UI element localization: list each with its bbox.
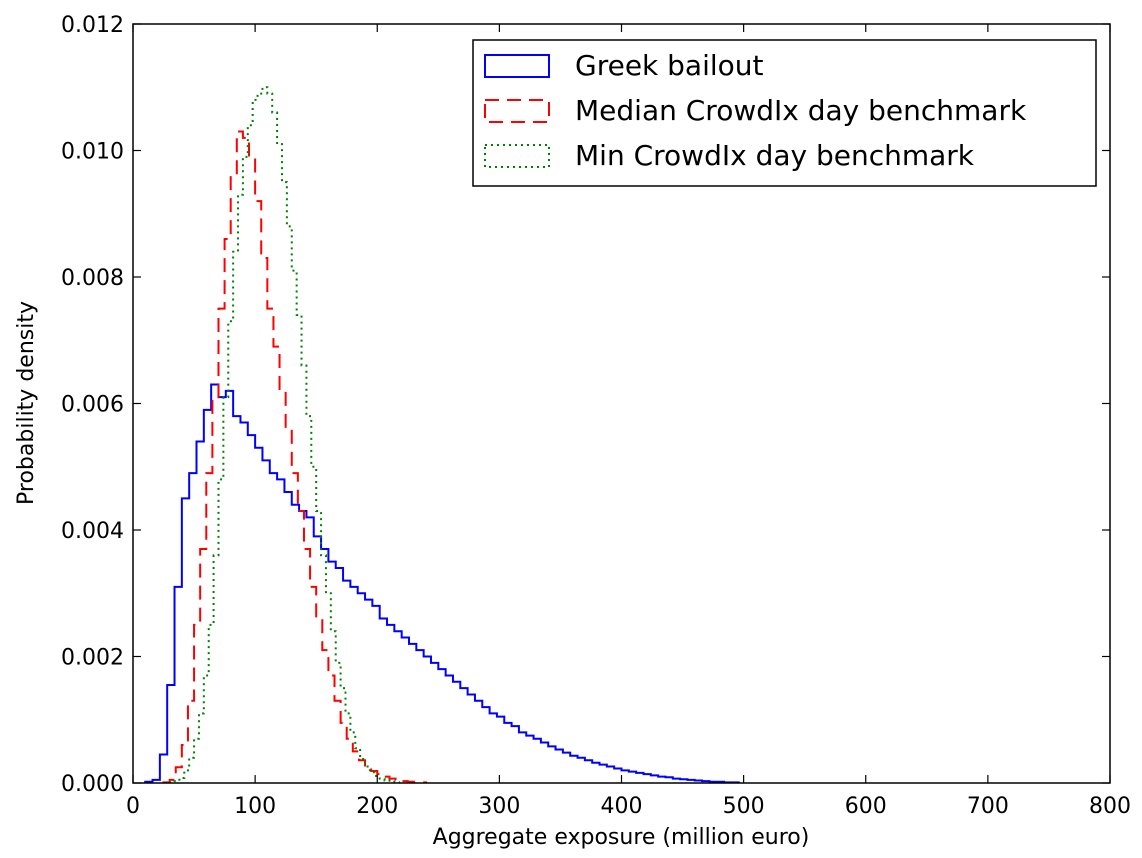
legend-box bbox=[472, 39, 1097, 187]
x-tick-label: 300 bbox=[478, 794, 520, 819]
x-axis-label: Aggregate exposure (million euro) bbox=[433, 825, 810, 850]
series-1-outline bbox=[144, 383, 740, 784]
series-2-outline bbox=[162, 130, 428, 784]
legend-swatch-1 bbox=[484, 54, 550, 78]
y-axis-label: Probability density bbox=[14, 301, 39, 505]
legend-swatch-3 bbox=[484, 144, 550, 168]
series-3-outline bbox=[168, 86, 401, 784]
legend-swatch-2 bbox=[484, 99, 550, 123]
x-tick-label: 600 bbox=[845, 794, 887, 819]
x-tick-label: 100 bbox=[234, 794, 276, 819]
x-tick-label: 200 bbox=[356, 794, 398, 819]
y-tick-label: 0.012 bbox=[61, 13, 124, 38]
y-tick-label: 0.008 bbox=[61, 266, 124, 291]
y-tick-label: 0.000 bbox=[61, 772, 124, 797]
y-tick-label: 0.010 bbox=[61, 140, 124, 165]
x-tick-label: 400 bbox=[601, 794, 643, 819]
legend-label-2: Median CrowdIx day benchmark bbox=[575, 94, 1027, 127]
y-tick-label: 0.006 bbox=[61, 393, 124, 418]
x-tick-label: 800 bbox=[1089, 794, 1131, 819]
y-tick-label: 0.002 bbox=[61, 646, 124, 671]
y-tick-label: 0.004 bbox=[61, 519, 124, 544]
x-tick-label: 700 bbox=[967, 794, 1009, 819]
legend: Greek bailout Median CrowdIx day benchmar… bbox=[472, 39, 1097, 187]
legend-label-3: Min CrowdIx day benchmark bbox=[575, 139, 975, 172]
legend-label-1: Greek bailout bbox=[575, 49, 764, 82]
x-tick-label: 0 bbox=[126, 794, 140, 819]
x-tick-label: 500 bbox=[723, 794, 765, 819]
